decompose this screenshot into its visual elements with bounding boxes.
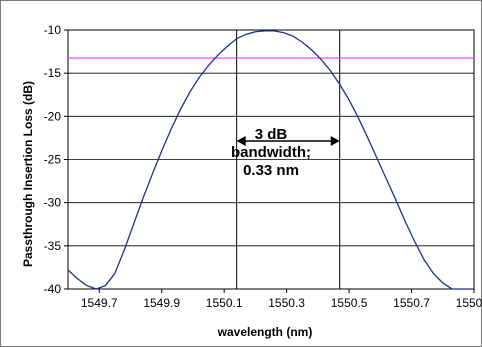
x-tick-label: 1549.7 <box>81 296 118 310</box>
x-tick-label: 1549.9 <box>143 296 180 310</box>
annotation-line-1: 3 dB <box>255 126 288 143</box>
x-tick-label: 1550.7 <box>393 296 430 310</box>
y-tick-label: -10 <box>44 23 62 37</box>
annotation-line-2: bandwidth; <box>231 144 311 161</box>
y-tick-label: -20 <box>44 109 62 123</box>
x-axis-label: wavelength (nm) <box>217 325 313 339</box>
y-axis-ticks: -10 -15 -20 -25 -30 -35 -40 <box>44 23 68 296</box>
y-tick-label: -35 <box>44 239 62 253</box>
x-axis-ticks: 1549.7 1549.9 1550.1 1550.3 1550.5 1550.7 1550… <box>81 289 482 310</box>
arrow-head-left <box>236 136 246 146</box>
bandwidth-markers <box>236 30 341 289</box>
x-tick-label: 1550.1 <box>206 296 243 310</box>
y-tick-label: -15 <box>44 66 62 80</box>
arrow-head-right <box>330 136 340 146</box>
y-axis-label: Passthrough Insertion Loss (dB) <box>21 81 35 267</box>
y-tick-label: -40 <box>44 282 62 296</box>
y-tick-label: -30 <box>44 196 62 210</box>
x-tick-label: 1550.9 <box>456 296 482 310</box>
series-curve <box>67 30 471 290</box>
x-tick-label: 1550.5 <box>331 296 368 310</box>
x-tick-label: 1550.3 <box>268 296 305 310</box>
grid-lines <box>68 29 474 290</box>
plot-area: -10 -15 -20 -25 -30 -35 -40 1549.7 1549.9 1550.1… <box>44 23 482 310</box>
y-tick-label: -25 <box>44 153 62 167</box>
annotation-line-3: 0.33 nm <box>243 162 299 179</box>
bandwidth-arrow <box>236 136 340 146</box>
